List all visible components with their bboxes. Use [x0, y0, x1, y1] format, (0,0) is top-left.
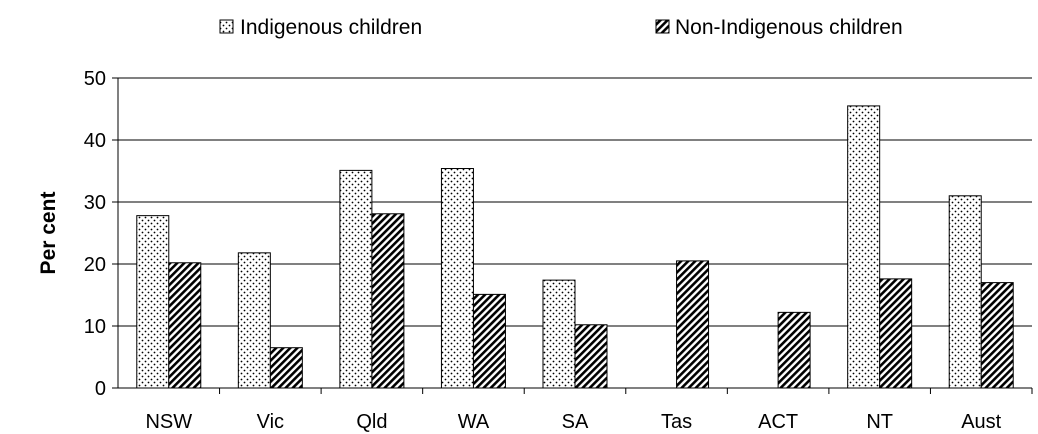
legend-swatch-indigenous — [219, 19, 234, 34]
bar-indigenous-nt — [847, 105, 881, 389]
bar-non-indigenous-nt — [879, 278, 913, 389]
legend-swatch-non-indigenous — [655, 19, 670, 34]
bar-indigenous-aust — [948, 195, 982, 389]
y-tick-label: 50 — [84, 68, 106, 90]
bar-indigenous-qld — [339, 169, 373, 389]
bar-non-indigenous-tas — [676, 260, 710, 389]
bar-non-indigenous-vic — [269, 347, 303, 389]
bar-non-indigenous-act — [777, 311, 811, 389]
x-tick-label: SA — [562, 411, 589, 433]
x-tick-label: ACT — [758, 411, 798, 433]
x-tick-label: Qld — [356, 411, 387, 433]
y-axis-ticks: 0 10 20 30 40 50 — [84, 68, 118, 400]
legend-item-indigenous: Indigenous children — [219, 16, 422, 39]
y-tick-label: 10 — [84, 316, 106, 338]
y-tick-label: 40 — [84, 130, 106, 152]
y-tick-label: 20 — [84, 254, 106, 276]
bar-non-indigenous-nsw — [168, 262, 202, 389]
x-tick-label: WA — [458, 411, 490, 433]
bar-non-indigenous-sa — [574, 324, 608, 389]
x-axis-ticks: NSW Vic Qld WA SA Tas ACT NT Aust — [145, 388, 1033, 433]
x-tick-label: Tas — [661, 411, 692, 433]
y-axis-title: Per cent — [37, 192, 60, 275]
plot-area — [117, 77, 1032, 389]
legend-label-non-indigenous: Non-Indigenous children — [675, 16, 903, 39]
bar-non-indigenous-aust — [980, 282, 1014, 389]
x-tick-label: Vic — [257, 411, 284, 433]
legend-label-indigenous: Indigenous children — [240, 16, 422, 39]
x-tick-label: Aust — [961, 411, 1001, 433]
bar-non-indigenous-wa — [472, 293, 506, 389]
x-tick-label: NSW — [145, 411, 192, 433]
x-tick-label: NT — [866, 411, 893, 433]
legend-item-non-indigenous: Non-Indigenous children — [655, 16, 903, 39]
bar-indigenous-wa — [440, 168, 474, 389]
y-tick-label: 0 — [95, 378, 106, 400]
bar-indigenous-vic — [237, 252, 271, 389]
bar-indigenous-sa — [542, 279, 576, 389]
bar-non-indigenous-qld — [371, 213, 405, 389]
bar-indigenous-nsw — [136, 215, 170, 389]
legend: Indigenous children Non-Indigenous child… — [219, 16, 903, 39]
y-tick-label: 30 — [84, 192, 106, 214]
